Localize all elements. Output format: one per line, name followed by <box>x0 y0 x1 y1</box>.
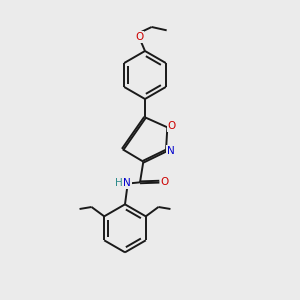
Text: N: N <box>123 178 131 188</box>
Text: N: N <box>167 146 175 156</box>
Text: O: O <box>135 32 143 42</box>
Text: H: H <box>116 178 123 188</box>
Text: O: O <box>168 121 176 131</box>
Text: O: O <box>160 177 169 187</box>
